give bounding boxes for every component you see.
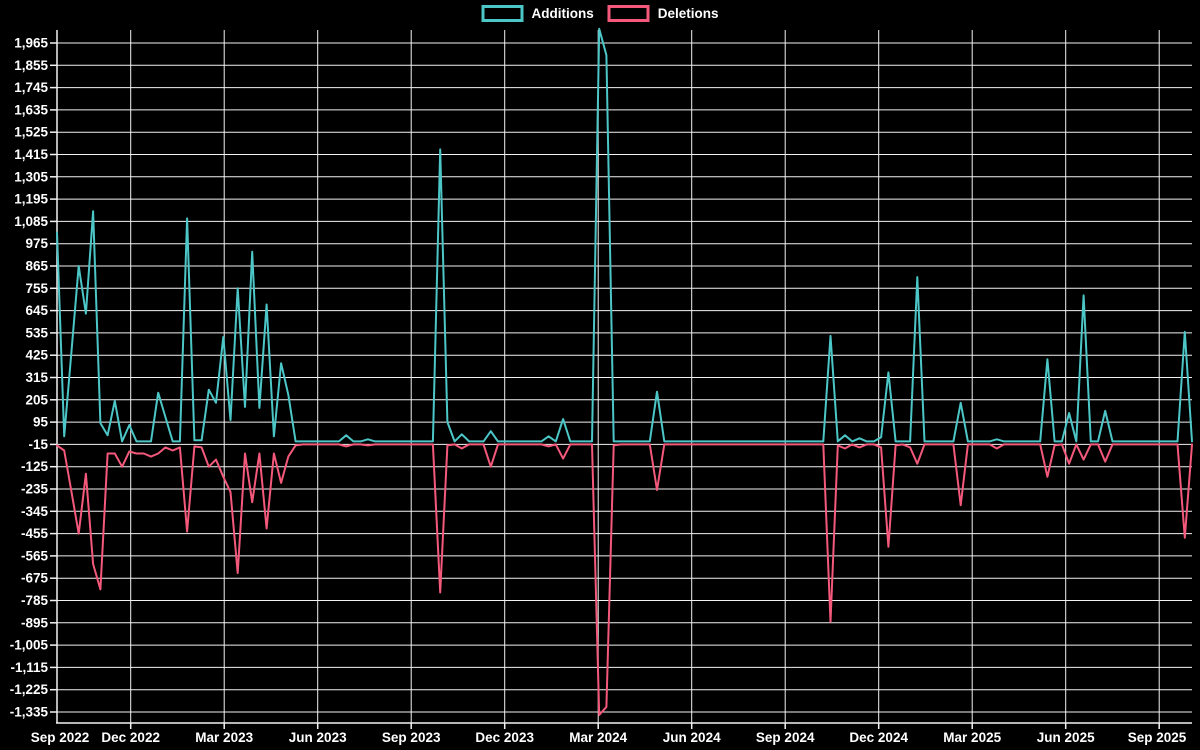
x-axis-tick-label: Sep 2024 <box>756 730 815 745</box>
x-axis-tick-label: Mar 2024 <box>569 730 627 745</box>
y-axis-tick-label: 1,745 <box>14 80 48 95</box>
y-axis-tick-label: 1,305 <box>14 169 48 184</box>
y-axis-tick-label: -565 <box>21 548 49 563</box>
y-axis-tick-label: 1,195 <box>14 192 48 207</box>
additions-legend-label: Additions <box>531 5 594 21</box>
y-axis-tick-label: 1,635 <box>14 102 48 117</box>
y-axis-tick-label: -235 <box>21 482 49 497</box>
x-axis-tick-label: Dec 2024 <box>849 730 908 745</box>
y-axis-tick-label: -1,335 <box>10 705 49 720</box>
y-axis-tick-label: 1,855 <box>14 58 48 73</box>
y-axis-tick-label: -455 <box>21 526 49 541</box>
x-axis-tick-label: Dec 2023 <box>475 730 534 745</box>
deletions-line <box>56 443 1193 716</box>
y-axis-tick-label: 95 <box>33 415 49 430</box>
y-axis-tick-label: 975 <box>25 236 48 251</box>
deletions-swatch-icon <box>607 5 650 22</box>
y-axis-tick-label: -345 <box>21 504 49 519</box>
x-axis-tick-label: Dec 2022 <box>101 730 160 745</box>
x-axis-tick-label: Sep 2025 <box>1128 730 1187 745</box>
x-axis-tick-label: Jun 2024 <box>663 730 721 745</box>
y-axis-tick-label: -895 <box>21 615 49 630</box>
y-axis-tick-label: 535 <box>25 325 48 340</box>
legend-item-deletions[interactable]: Deletions <box>607 5 719 22</box>
x-axis-tick-label: Sep 2022 <box>31 730 90 745</box>
x-axis-tick-label: Mar 2023 <box>195 730 253 745</box>
chart-legend: Additions Deletions <box>481 5 719 22</box>
y-axis-tick-label: 315 <box>25 370 48 385</box>
x-axis-tick-label: Jun 2025 <box>1037 730 1095 745</box>
x-axis-tick-label: Mar 2025 <box>943 730 1001 745</box>
y-axis-tick-label: -125 <box>21 459 49 474</box>
y-axis-tick-label: -675 <box>21 571 49 586</box>
y-axis-tick-label: -1,005 <box>10 638 49 653</box>
y-axis-tick-label: 1,085 <box>14 214 48 229</box>
y-axis-tick-label: -1,115 <box>10 660 48 675</box>
additions-line <box>56 27 1193 443</box>
deletions-legend-label: Deletions <box>657 5 719 21</box>
y-axis-tick-label: 425 <box>25 348 48 363</box>
y-axis-tick-label: 865 <box>25 259 48 274</box>
y-axis-tick-label: -785 <box>21 593 49 608</box>
y-axis-tick-label: 1,965 <box>14 36 48 51</box>
y-axis-tick-label: 1,525 <box>14 125 48 140</box>
additions-swatch-icon <box>481 5 524 22</box>
x-axis-tick-label: Sep 2023 <box>382 730 441 745</box>
y-axis-tick-label: 755 <box>25 281 48 296</box>
y-axis-tick-label: -15 <box>28 437 48 452</box>
y-axis-tick-label: 645 <box>25 303 48 318</box>
y-axis-tick-label: 205 <box>25 392 48 407</box>
y-axis-tick-label: -1,225 <box>10 682 49 697</box>
legend-item-additions[interactable]: Additions <box>481 5 594 22</box>
y-axis-tick-label: 1,415 <box>14 147 48 162</box>
x-axis-tick-label: Jun 2023 <box>289 730 347 745</box>
